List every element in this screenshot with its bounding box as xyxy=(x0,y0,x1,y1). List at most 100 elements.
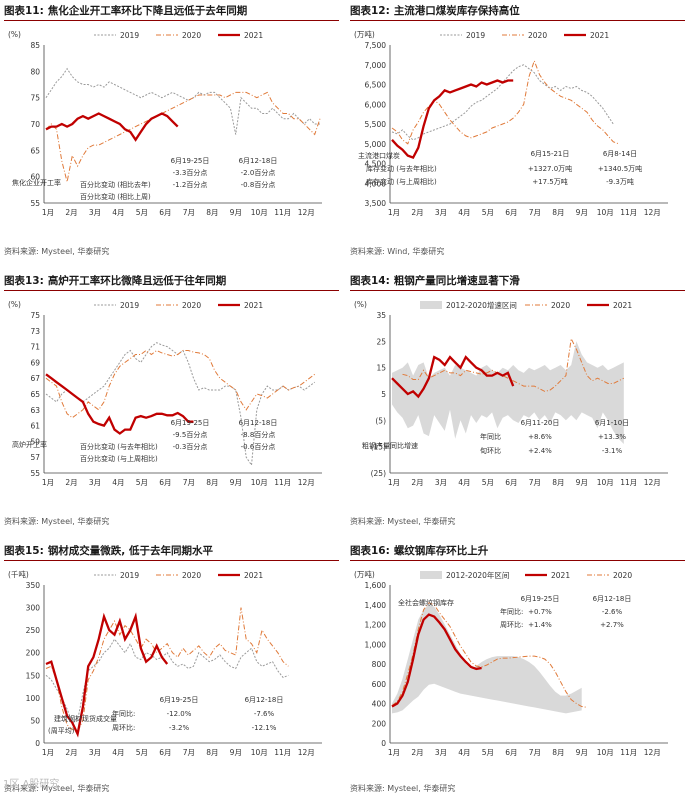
x-tick-label: 10月 xyxy=(597,208,614,217)
source-note: 资料来源: Mysteel, 华泰研究 xyxy=(4,784,110,793)
x-tick-label: 5月 xyxy=(482,748,494,757)
annotation-value: -3.1% xyxy=(602,447,623,455)
legend-label: 2020 xyxy=(182,571,201,580)
y-tick-label: (25) xyxy=(371,469,386,478)
annotation-value: -8.8百分点 xyxy=(241,430,276,439)
annotation-value: +0.7% xyxy=(528,608,552,616)
x-tick-label: 11月 xyxy=(274,478,291,487)
y-tick-label: 65 xyxy=(30,390,40,399)
annotation-row-label: 库存变动 (与去年相比) xyxy=(366,164,437,173)
legend-label: 2012-2020年区间 xyxy=(446,570,509,580)
source-note: 资料来源: Mysteel, 华泰研究 xyxy=(4,517,110,526)
series-line-2021 xyxy=(391,79,514,160)
annotation-row-label: 年同比 xyxy=(480,432,501,441)
annotation-value: -0.3百分点 xyxy=(173,442,208,451)
y-tick-label: 250 xyxy=(26,626,41,635)
x-tick-label: 7月 xyxy=(529,748,541,757)
annotation-row-label: 库存变动 (与上周相比) xyxy=(366,177,437,186)
axis-unit: (%) xyxy=(354,300,367,309)
y-tick-label: 70 xyxy=(30,120,40,129)
annotation-value: -9.3万吨 xyxy=(606,177,634,186)
x-tick-label: 5月 xyxy=(482,208,494,217)
x-tick-label: 10月 xyxy=(251,748,268,757)
x-tick-label: 8月 xyxy=(552,208,564,217)
annotation-row-label: 百分比变动 (与去年相比) xyxy=(80,442,158,451)
source-note: 资料来源: Mysteel, 华泰研究 xyxy=(350,784,456,793)
y-tick-label: 5 xyxy=(381,390,386,399)
annotation-head: 6月1-10日 xyxy=(595,419,629,427)
y-tick-label: 100 xyxy=(26,694,41,703)
y-tick-label: 57 xyxy=(30,453,40,462)
x-tick-label: 6月 xyxy=(505,208,517,217)
x-tick-label: 3月 xyxy=(89,748,101,757)
range-band xyxy=(392,341,624,444)
x-tick-label: 7月 xyxy=(529,208,541,217)
chart-rebar-inventory: (万吨) 1,600 1,400 1,200 1,000 800 600 400 200 01月 2… xyxy=(354,569,668,757)
legend-swatch-band xyxy=(420,301,442,309)
annotation-value: +1340.5万吨 xyxy=(598,164,642,173)
chart-port-coal-inventory: (万吨) 7,500 7,000 6,500 6,000 5,500 5,000 4,500 4… xyxy=(354,29,668,217)
y-tick-label: 67 xyxy=(30,374,40,383)
annotation-value: 6月19-25日 xyxy=(171,157,210,165)
legend-swatch-band xyxy=(420,571,442,579)
x-tick-label: 2月 xyxy=(411,208,423,217)
panel-title: 图表14: 粗钢产量同比增速显著下滑 xyxy=(350,273,685,291)
series-line-2020 xyxy=(45,607,289,733)
y-tick-label: 6,000 xyxy=(365,100,387,109)
y-tick-label: 350 xyxy=(26,581,41,590)
annotation-value: -1.2百分点 xyxy=(173,180,208,189)
x-tick-label: 9月 xyxy=(576,478,588,487)
annotation-value: -3.3百分点 xyxy=(173,168,208,177)
x-tick-label: 11月 xyxy=(274,208,291,217)
series-line-2020 xyxy=(391,59,619,145)
y-tick-label: 7,500 xyxy=(365,41,387,50)
y-tick-label: 1,400 xyxy=(365,601,387,610)
annotation-head: 6月12-18日 xyxy=(593,595,632,603)
y-tick-label: 150 xyxy=(26,671,41,680)
axis-unit: (%) xyxy=(8,30,21,39)
x-tick-label: 3月 xyxy=(435,748,447,757)
legend-label: 2021 xyxy=(244,31,263,40)
legend-label: 2019 xyxy=(466,31,485,40)
series-line-2021 xyxy=(391,613,482,708)
panel-title: 图表11: 焦化企业开工率环比下降且远低于去年同期 xyxy=(4,3,339,21)
axis-unit: (千吨) xyxy=(8,569,29,579)
annotation-value: -0.6百分点 xyxy=(241,442,276,451)
annotation-head: 6月19-25日 xyxy=(521,595,560,603)
legend-label: 2021 xyxy=(244,301,263,310)
y-tick-label: 3,500 xyxy=(365,199,387,208)
series-line-2020 xyxy=(402,337,625,392)
x-tick-label: 6月 xyxy=(159,208,171,217)
y-tick-label: 71 xyxy=(30,343,40,352)
x-tick-label: 10月 xyxy=(251,478,268,487)
annotation-value: +8.6% xyxy=(528,433,552,441)
annotation-value: -2.6% xyxy=(602,608,623,616)
x-tick-label: 10月 xyxy=(251,208,268,217)
legend-label: 2020 xyxy=(182,301,201,310)
series-line-2020 xyxy=(391,602,588,708)
x-tick-label: 6月 xyxy=(505,748,517,757)
annotation-value: +13.3% xyxy=(598,433,626,441)
y-tick-label: (5) xyxy=(375,416,386,425)
panel-crude-steel: 图表14: 粗钢产量同比增速显著下滑 (%) 35 25 15 5 (5) (15) (25) 1… xyxy=(350,273,685,538)
annotation-value: -7.6% xyxy=(254,710,275,718)
y-tick-label: 73 xyxy=(30,327,40,336)
y-tick-label: 5,500 xyxy=(365,120,387,129)
legend-label: 2020 xyxy=(551,301,570,310)
annotation-value: +17.5万吨 xyxy=(532,177,567,186)
annotation-value: 6月12-18日 xyxy=(239,419,278,427)
x-tick-label: 7月 xyxy=(183,748,195,757)
y-tick-label: 75 xyxy=(30,311,40,320)
x-tick-label: 9月 xyxy=(576,748,588,757)
panel-blast-furnace: 图表13: 高炉开工率环比微降且远低于往年同期 (%) 75 73 71 69 67 65 63… xyxy=(4,273,339,538)
y-tick-label: 75 xyxy=(30,94,40,103)
y-tick-label: 69 xyxy=(30,358,40,367)
y-tick-label: 0 xyxy=(381,739,386,748)
panel-rebar-inventory: 图表16: 螺纹钢库存环比上升 (万吨) 1,600 1,400 1,200 1,000 8… xyxy=(350,543,685,808)
x-tick-label: 2月 xyxy=(411,748,423,757)
panel-title: 图表15: 钢材成交量微跌, 低于去年同期水平 xyxy=(4,543,339,561)
y-tick-label: 200 xyxy=(26,649,41,658)
x-tick-label: 4月 xyxy=(458,208,470,217)
x-tick-label: 2月 xyxy=(65,748,77,757)
